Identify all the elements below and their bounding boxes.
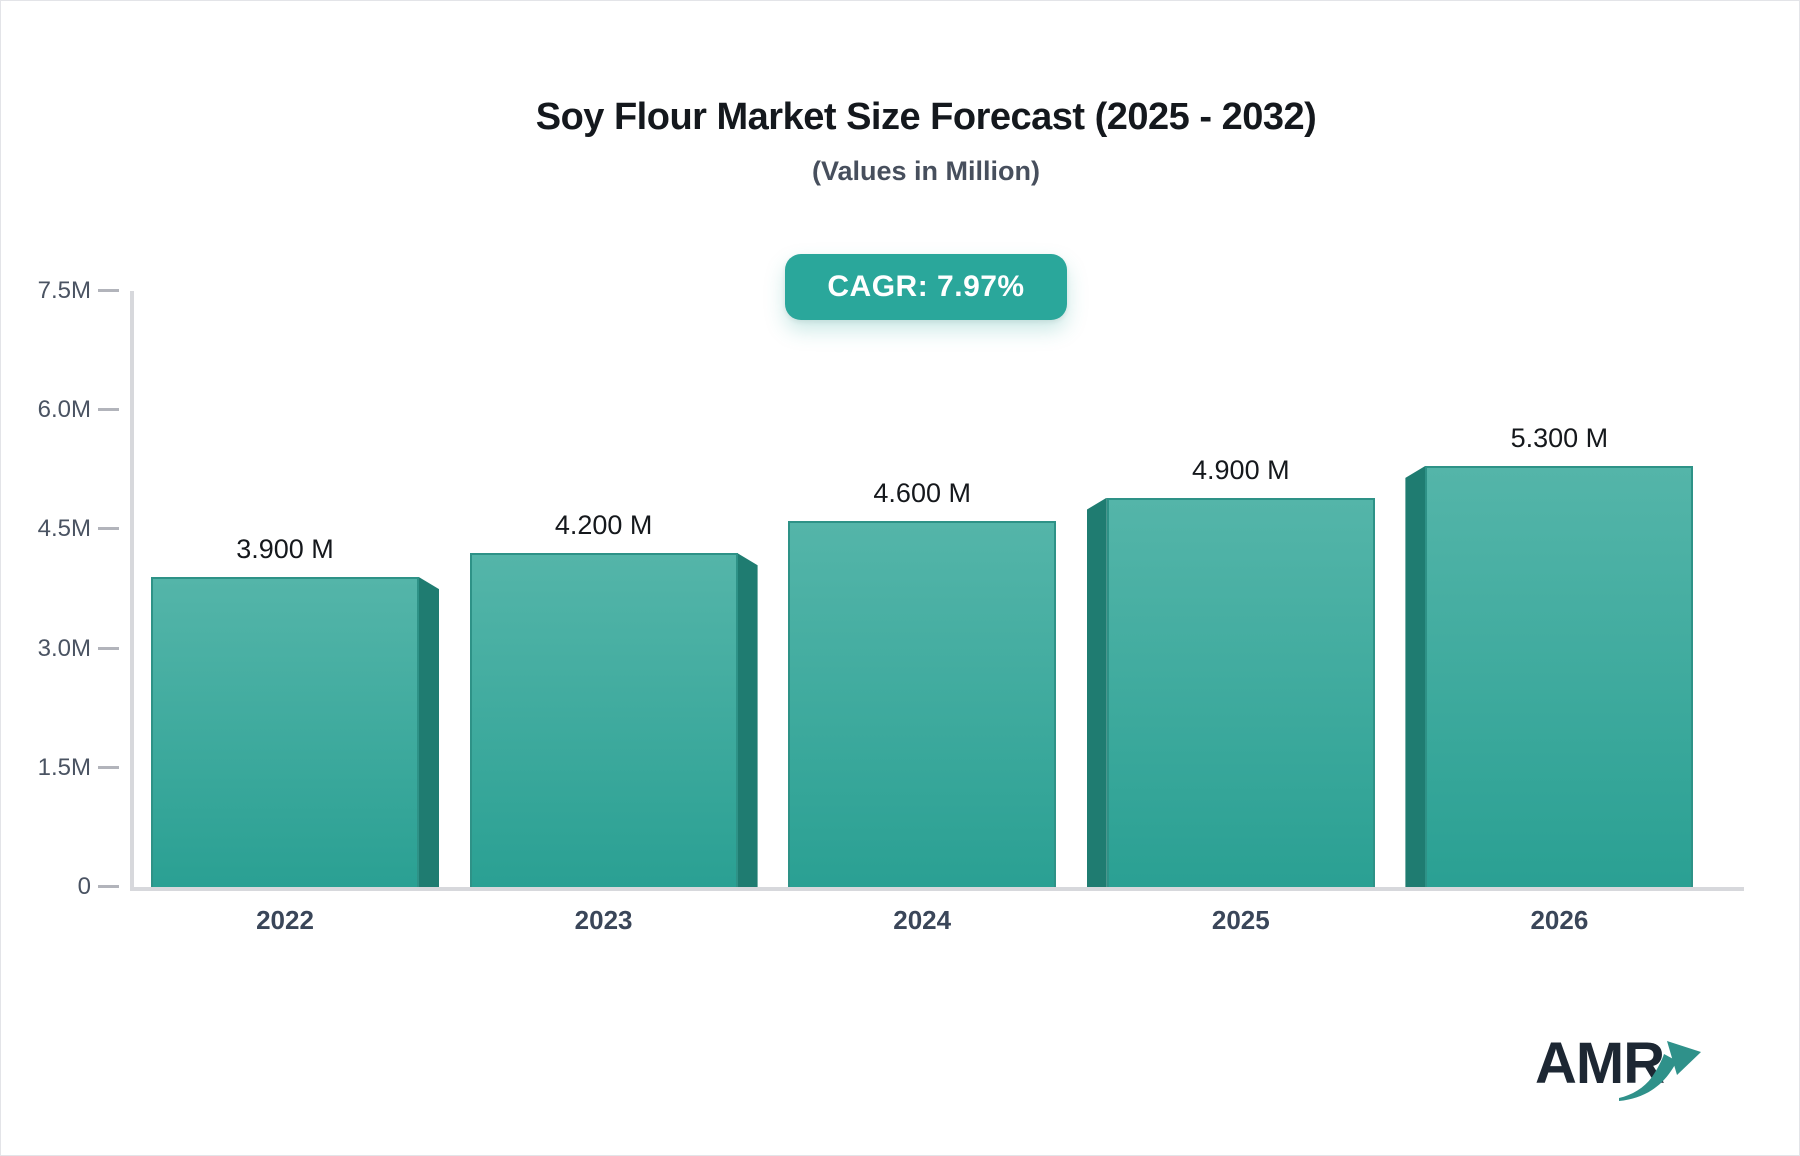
bar — [788, 521, 1057, 887]
cagr-badge-row: CAGR: 7.97% — [51, 254, 1799, 320]
y-axis-line — [130, 291, 134, 891]
bar-3d-side — [1405, 465, 1426, 887]
bar-value-label: 3.900 M — [236, 534, 334, 565]
x-baseline — [130, 887, 1744, 891]
bar-value-label: 4.200 M — [554, 510, 653, 541]
bar-3d-side — [737, 553, 758, 887]
y-tick-mark — [98, 527, 119, 531]
bar-3d-side — [1086, 497, 1107, 887]
chart-subtitle: (Values in Million) — [811, 155, 1041, 186]
y-tick-label: 0 — [77, 873, 91, 900]
x-axis-label: 2024 — [893, 905, 952, 935]
cagr-badge: CAGR: 7.97% — [785, 254, 1067, 320]
y-tick-label: 6.0M — [37, 396, 91, 424]
x-axis-label: 2026 — [1530, 905, 1589, 935]
bar — [1425, 465, 1694, 887]
bar — [1106, 497, 1375, 887]
chart-header: Soy Flour Market Size Forecast (2025 - 2… — [51, 96, 1799, 187]
bar — [151, 577, 419, 887]
amr-logo-text: AMR — [1535, 1031, 1665, 1096]
chart-title: Soy Flour Market Size Forecast (2025 - 2… — [535, 96, 1317, 138]
y-tick-mark — [98, 408, 119, 412]
y-tick-mark — [98, 885, 119, 888]
bar-3d-side — [419, 577, 439, 887]
y-tick-mark — [98, 765, 119, 769]
y-tick-label: 7.5M — [37, 277, 91, 304]
y-tick-label: 3.0M — [37, 634, 91, 662]
growth-arrow-icon — [1619, 1041, 1701, 1101]
bar-value-label: 5.300 M — [1510, 422, 1609, 453]
bar-value-label: 4.900 M — [1192, 454, 1290, 485]
y-tick-label: 4.5M — [37, 515, 91, 543]
amr-logo: AMR — [1535, 1035, 1715, 1125]
y-tick-mark — [98, 646, 119, 650]
x-axis-label: 2023 — [574, 905, 633, 935]
bar — [469, 553, 738, 887]
x-axis-label: 2022 — [256, 905, 314, 935]
y-tick-label: 1.5M — [37, 753, 91, 781]
x-axis-label: 2025 — [1211, 905, 1270, 935]
bar-value-label: 4.600 M — [873, 478, 971, 509]
y-tick-mark — [98, 289, 119, 292]
